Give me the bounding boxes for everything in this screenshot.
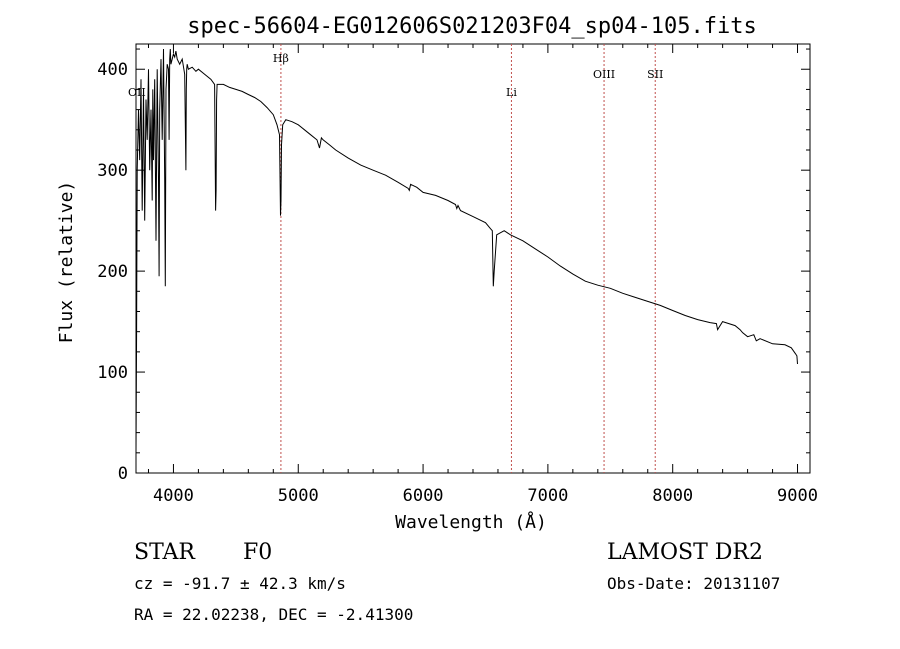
x-tick-label: 7000 bbox=[527, 486, 568, 506]
line-markers bbox=[280, 44, 656, 473]
ra-dec: RA = 22.02238, DEC = -2.41300 bbox=[134, 605, 413, 624]
survey-name: LAMOST DR2 bbox=[607, 540, 763, 565]
y-tick-label: 200 bbox=[97, 262, 128, 282]
plot-frame bbox=[135, 43, 811, 474]
x-tick-label: 5000 bbox=[278, 486, 319, 506]
line-label: Hβ bbox=[273, 52, 289, 65]
x-tick-label: 6000 bbox=[403, 486, 444, 506]
y-axis-label: Flux (relative) bbox=[56, 181, 77, 344]
obs-date: Obs-Date: 20131107 bbox=[607, 574, 780, 593]
y-tick-label: 0 bbox=[118, 464, 128, 484]
line-label: OIII bbox=[593, 68, 615, 81]
x-tick-label: 4000 bbox=[153, 486, 194, 506]
x-tick-label: 9000 bbox=[777, 486, 818, 506]
chart-title: spec-56604-EG012606S021203F04_sp04-105.f… bbox=[187, 14, 757, 39]
y-axis-ticks: 0 100 200 300 400 bbox=[97, 48, 810, 484]
y-tick-label: 300 bbox=[97, 161, 128, 181]
line-label: Li bbox=[506, 86, 517, 99]
spectrum-line bbox=[135, 48, 798, 453]
y-tick-label: 100 bbox=[97, 363, 128, 383]
x-axis-ticks: 4000 5000 6000 7000 8000 9000 bbox=[147, 44, 818, 506]
redshift-cz: cz = -91.7 ± 42.3 km/s bbox=[134, 574, 346, 593]
object-subclass: F0 bbox=[243, 540, 272, 565]
x-axis-label: Wavelength (Å) bbox=[395, 511, 547, 533]
y-tick-label: 400 bbox=[97, 60, 128, 80]
line-label: SII bbox=[647, 68, 663, 81]
object-class: STAR bbox=[134, 540, 196, 565]
x-tick-label: 8000 bbox=[652, 486, 693, 506]
